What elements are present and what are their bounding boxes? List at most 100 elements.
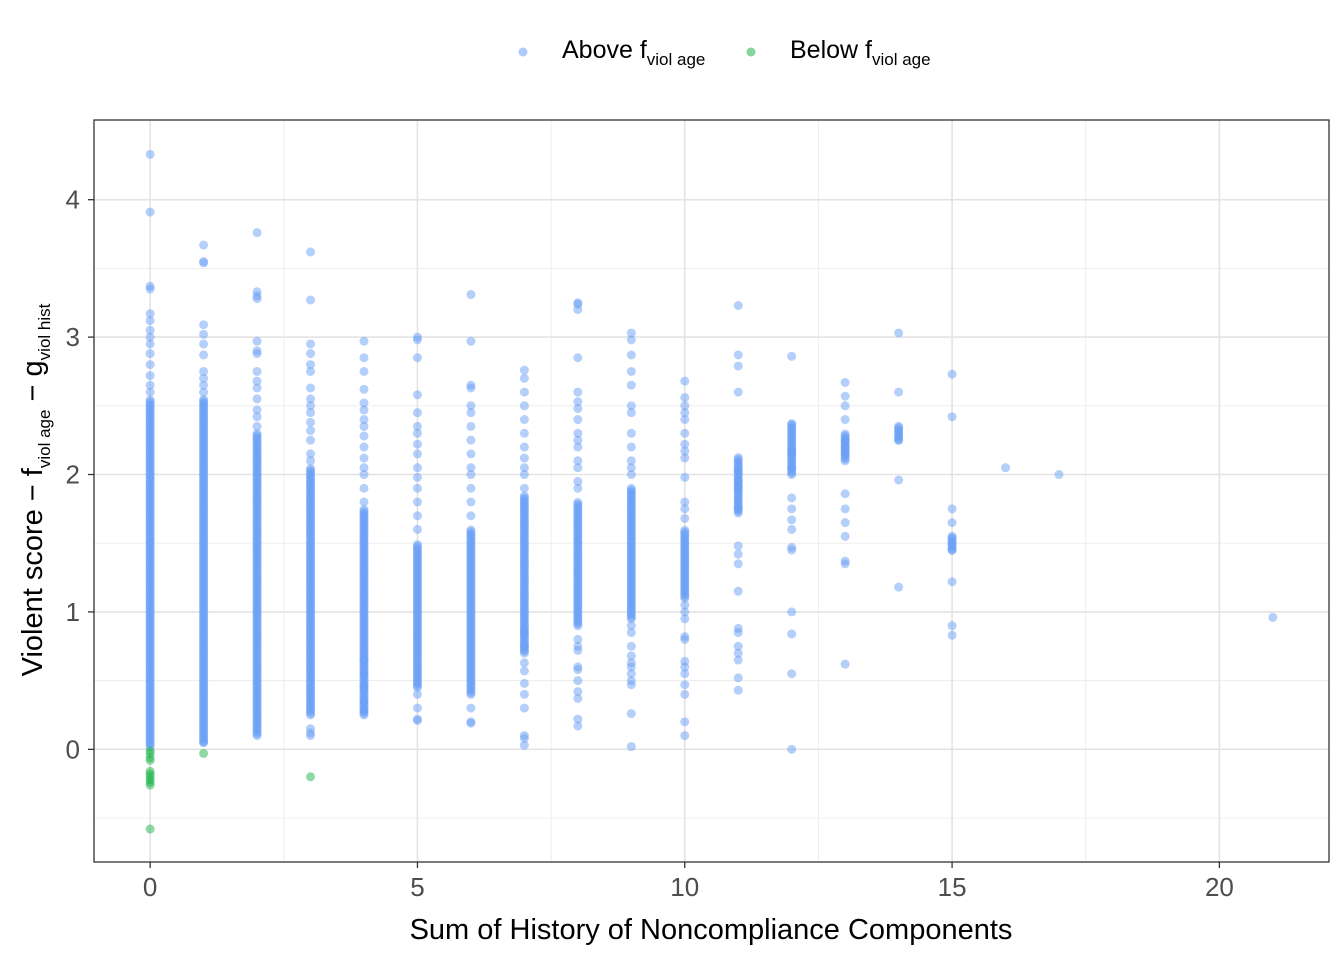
data-point xyxy=(680,393,690,403)
data-point xyxy=(306,339,316,349)
data-point xyxy=(252,383,262,393)
data-point xyxy=(573,442,583,452)
data-point xyxy=(573,483,583,493)
data-point xyxy=(359,505,369,515)
data-point xyxy=(573,687,583,697)
legend-label-above-main: Above f xyxy=(562,36,647,64)
data-point xyxy=(306,295,316,305)
data-point xyxy=(519,689,529,699)
data-point xyxy=(626,470,636,480)
data-point xyxy=(680,656,690,666)
legend-label-below-sub: viol age xyxy=(872,50,931,69)
y-axis-title-main: Violent score xyxy=(17,509,49,676)
data-point xyxy=(733,476,743,486)
x-tick-label: 20 xyxy=(1205,872,1234,902)
data-point xyxy=(359,497,369,507)
data-point xyxy=(519,483,529,493)
data-point xyxy=(412,714,422,724)
data-point xyxy=(573,387,583,397)
data-point xyxy=(145,349,155,359)
data-point xyxy=(894,582,904,592)
data-point xyxy=(626,350,636,360)
data-point xyxy=(626,456,636,466)
y-tick-label: 4 xyxy=(66,185,80,215)
data-point xyxy=(519,666,529,676)
data-point xyxy=(733,655,743,665)
data-point xyxy=(145,309,155,319)
data-point xyxy=(412,511,422,521)
data-point xyxy=(787,351,797,361)
data-point xyxy=(787,504,797,514)
data-point xyxy=(573,662,583,672)
data-point xyxy=(306,247,316,257)
legend-label-below-main: Below f xyxy=(790,36,872,64)
data-point xyxy=(519,658,529,668)
data-point xyxy=(840,659,850,669)
data-point xyxy=(145,371,155,381)
data-point xyxy=(733,387,743,397)
data-point xyxy=(466,401,476,411)
data-point xyxy=(840,489,850,499)
data-point xyxy=(199,240,209,250)
data-point xyxy=(412,390,422,400)
data-point xyxy=(519,731,529,741)
data-point xyxy=(1268,612,1278,622)
data-point xyxy=(680,376,690,386)
y-axis-title-f: f xyxy=(17,467,49,476)
data-point xyxy=(733,623,743,633)
data-point xyxy=(626,641,636,651)
data-point xyxy=(359,706,369,716)
data-point xyxy=(145,325,155,335)
data-point xyxy=(519,740,529,750)
data-point xyxy=(840,449,850,459)
y-tick-label: 0 xyxy=(66,734,80,764)
data-point xyxy=(145,380,155,390)
y-tick-label: 3 xyxy=(66,322,80,352)
series-above xyxy=(145,149,1278,754)
data-point xyxy=(519,491,529,501)
data-point xyxy=(680,446,690,456)
data-point xyxy=(359,463,369,473)
data-point xyxy=(787,463,797,473)
data-points xyxy=(145,149,1278,834)
data-point xyxy=(573,714,583,724)
data-point xyxy=(947,412,957,422)
data-point xyxy=(199,380,209,390)
data-point xyxy=(519,641,529,651)
x-tick-label: 5 xyxy=(410,872,424,902)
data-point xyxy=(519,463,529,473)
data-point xyxy=(466,703,476,713)
data-point xyxy=(252,394,262,404)
data-point xyxy=(466,497,476,507)
data-point xyxy=(787,607,797,617)
data-point xyxy=(359,669,369,679)
data-point xyxy=(894,475,904,485)
data-point xyxy=(519,703,529,713)
data-point xyxy=(680,632,690,642)
data-point xyxy=(519,387,529,397)
data-point xyxy=(626,628,636,638)
data-point xyxy=(680,689,690,699)
data-point xyxy=(733,301,743,310)
data-point xyxy=(626,709,636,719)
data-point xyxy=(680,680,690,690)
data-point xyxy=(894,387,904,397)
legend-label-above-sub: viol age xyxy=(647,50,706,69)
data-point xyxy=(199,257,209,267)
data-point xyxy=(787,669,797,679)
data-point xyxy=(680,525,690,535)
data-point xyxy=(680,401,690,411)
data-point xyxy=(840,429,850,439)
data-point xyxy=(359,353,369,363)
data-point xyxy=(466,290,476,300)
legend-marker-above xyxy=(518,47,528,57)
data-point xyxy=(252,429,262,439)
data-point xyxy=(733,648,743,658)
data-point xyxy=(252,228,262,238)
data-point xyxy=(573,298,583,308)
data-point xyxy=(145,824,155,834)
data-point xyxy=(412,449,422,459)
data-point xyxy=(466,449,476,459)
